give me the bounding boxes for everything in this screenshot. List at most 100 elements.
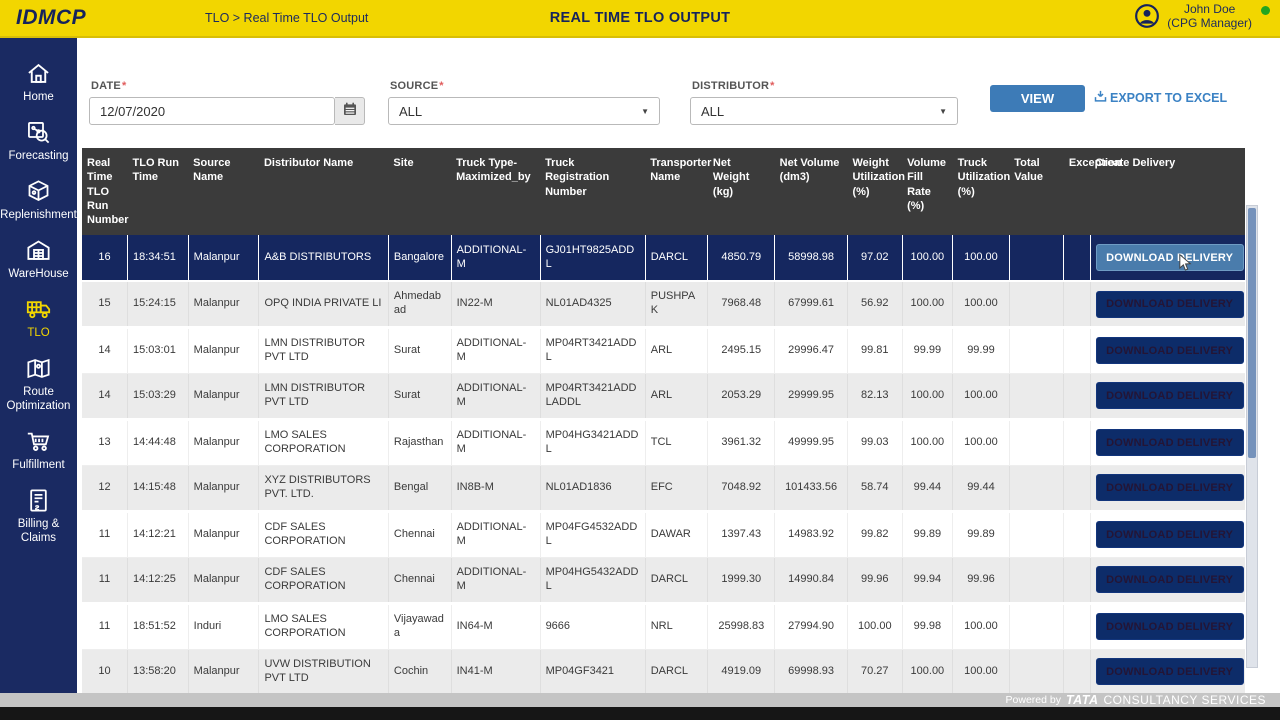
cell-exception xyxy=(1063,649,1091,697)
cell-site: Chennai xyxy=(388,511,452,558)
online-status-dot xyxy=(1261,6,1270,15)
cell-volume-fill-rate: 100.00 xyxy=(902,235,954,283)
sidebar-item-home[interactable]: Home xyxy=(0,60,77,104)
sidebar-item-label: WareHouse xyxy=(8,268,69,280)
cell-truck-type: ADDITIONAL-M xyxy=(451,373,541,421)
cell-exception xyxy=(1063,557,1091,605)
view-button[interactable]: VIEW xyxy=(990,85,1085,112)
sidebar-item-route-optimization[interactable]: Route Optimization xyxy=(0,355,77,413)
cell-distributor-name: LMO SALES CORPORATION xyxy=(258,603,389,650)
cell-site: Bengal xyxy=(388,465,452,513)
top-header-bar: IDMCP TLO > Real Time TLO Output REAL TI… xyxy=(0,0,1280,38)
cell-truck-registration: GJ01HT9825ADDL xyxy=(540,235,646,283)
cell-transporter-name: PUSHPAK xyxy=(645,281,709,329)
column-header: Distributor Name xyxy=(258,148,389,236)
cell-transporter-name: DARCL xyxy=(645,235,709,283)
distributor-dropdown[interactable]: ALL ▼ xyxy=(690,97,958,125)
tcs-brand-text: CONSULTANCY SERVICES xyxy=(1103,693,1266,707)
cell-truck-type: IN41-M xyxy=(451,649,541,697)
cell-run-time: 14:15:48 xyxy=(127,465,189,513)
cell-truck-utilization: 99.96 xyxy=(952,557,1010,605)
sidebar-item-tlo[interactable]: TLO xyxy=(0,296,77,340)
cell-run-time: 14:44:48 xyxy=(127,419,189,466)
cell-net-weight: 4850.79 xyxy=(707,235,776,283)
download-delivery-button[interactable]: DOWNLOAD DELIVERY xyxy=(1095,290,1244,318)
table-row[interactable]: 15 15:24:15 Malanpur OPQ INDIA PRIVATE LI Ah… xyxy=(82,281,1245,329)
cell-net-volume: 14990.84 xyxy=(774,557,848,605)
cell-exception xyxy=(1063,419,1091,466)
source-dropdown[interactable]: ALL ▼ xyxy=(388,97,660,125)
distributor-value: ALL xyxy=(701,103,725,119)
table-row[interactable]: 11 18:51:52 Induri LMO SALES CORPORATION Vij… xyxy=(82,603,1245,650)
cell-truck-registration: MP04HG3421ADDL xyxy=(540,419,646,466)
cell-net-volume: 58998.98 xyxy=(774,235,848,283)
download-delivery-button[interactable]: DOWNLOAD DELIVERY xyxy=(1095,613,1244,641)
cell-create-delivery: DOWNLOAD DELIVERY xyxy=(1090,327,1245,374)
cell-net-volume: 27994.90 xyxy=(774,603,848,650)
footer-bar: Powered by TATA CONSULTANCY SERVICES xyxy=(0,693,1280,707)
date-input[interactable]: 12/07/2020 xyxy=(89,97,335,125)
forecasting-icon xyxy=(25,119,52,146)
download-delivery-button[interactable]: DOWNLOAD DELIVERY xyxy=(1095,658,1244,686)
cell-truck-utilization: 100.00 xyxy=(952,281,1010,329)
cell-total-value xyxy=(1009,327,1065,374)
cell-distributor-name: LMN DISTRIBUTOR PVT LTD xyxy=(258,327,389,374)
cell-source-name: Malanpur xyxy=(188,419,260,466)
download-delivery-button[interactable]: DOWNLOAD DELIVERY xyxy=(1095,244,1244,272)
user-menu[interactable]: John Doe (CPG Manager) xyxy=(1134,2,1252,30)
table-row[interactable]: 13 14:44:48 Malanpur LMO SALES CORPORATION R… xyxy=(82,419,1245,466)
table-row[interactable]: 11 14:12:25 Malanpur CDF SALES CORPORATION C… xyxy=(82,557,1245,605)
page-title: REAL TIME TLO OUTPUT xyxy=(549,10,731,26)
cell-truck-type: ADDITIONAL-M xyxy=(451,235,541,283)
cell-total-value xyxy=(1009,373,1065,421)
sidebar-item-label: Route Optimization xyxy=(6,386,71,412)
download-delivery-button[interactable]: DOWNLOAD DELIVERY xyxy=(1095,382,1244,410)
column-header: Truck Utilization (%) xyxy=(952,148,1010,236)
table-row[interactable]: 14 15:03:01 Malanpur LMN DISTRIBUTOR PVT LT… xyxy=(82,327,1245,374)
table-row[interactable]: 11 14:12:21 Malanpur CDF SALES CORPORATION C… xyxy=(82,511,1245,558)
table-row[interactable]: 14 15:03:29 Malanpur LMN DISTRIBUTOR PVT LT… xyxy=(82,373,1245,421)
cell-volume-fill-rate: 99.44 xyxy=(902,465,954,513)
calendar-button[interactable] xyxy=(335,97,365,125)
cell-distributor-name: A&B DISTRIBUTORS xyxy=(258,235,389,283)
column-header: Truck Type-Maximized_by xyxy=(451,148,541,236)
table-row[interactable]: 16 18:34:51 Malanpur A&B DISTRIBUTORS Bangal… xyxy=(82,235,1245,283)
table-row[interactable]: 10 13:58:20 Malanpur UVW DISTRIBUTION PVT L… xyxy=(82,649,1245,697)
download-delivery-button[interactable]: DOWNLOAD DELIVERY xyxy=(1095,337,1244,365)
cell-weight-utilization: 58.74 xyxy=(847,465,903,513)
cell-exception xyxy=(1063,603,1091,650)
cell-run-time: 15:03:01 xyxy=(127,327,189,374)
sidebar-item-forecasting[interactable]: Forecasting xyxy=(0,119,77,163)
table-row[interactable]: 12 14:15:48 Malanpur XYZ DISTRIBUTORS PVT. … xyxy=(82,465,1245,513)
required-asterisk: * xyxy=(770,80,775,92)
cell-weight-utilization: 97.02 xyxy=(847,235,903,283)
cell-weight-utilization: 56.92 xyxy=(847,281,903,329)
cell-run-number: 13 xyxy=(82,419,128,466)
cell-distributor-name: LMN DISTRIBUTOR PVT LTD xyxy=(258,373,389,421)
cell-net-weight: 2495.15 xyxy=(707,327,776,374)
sidebar-item-warehouse[interactable]: WareHouse xyxy=(0,237,77,281)
source-label: SOURCE* xyxy=(390,80,444,92)
cell-volume-fill-rate: 99.94 xyxy=(902,557,954,605)
cell-site: Surat xyxy=(388,327,452,374)
sidebar-item-replenishment[interactable]: Replenishment xyxy=(0,178,77,222)
cell-transporter-name: DAWAR xyxy=(645,511,709,558)
column-header: Real Time TLO Run Number xyxy=(82,148,129,236)
download-delivery-button[interactable]: DOWNLOAD DELIVERY xyxy=(1095,429,1244,457)
scrollbar-thumb[interactable] xyxy=(1248,208,1256,458)
vertical-scrollbar[interactable] xyxy=(1246,205,1258,668)
cell-volume-fill-rate: 99.98 xyxy=(902,603,954,650)
cell-run-time: 18:34:51 xyxy=(127,235,189,283)
sidebar-item-billing-claims[interactable]: Billing & Claims xyxy=(0,487,77,545)
cell-run-number: 15 xyxy=(82,281,128,329)
cell-net-volume: 101433.56 xyxy=(774,465,848,513)
download-delivery-button[interactable]: DOWNLOAD DELIVERY xyxy=(1095,521,1244,549)
sidebar-item-fulfillment[interactable]: Fulfillment xyxy=(0,428,77,472)
cell-source-name: Malanpur xyxy=(188,281,260,329)
cell-volume-fill-rate: 100.00 xyxy=(902,419,954,466)
download-delivery-button[interactable]: DOWNLOAD DELIVERY xyxy=(1095,474,1244,502)
sidebar-item-label: Fulfillment xyxy=(12,459,65,471)
export-to-excel-link[interactable]: EXPORT TO EXCEL xyxy=(1093,89,1227,107)
cell-transporter-name: EFC xyxy=(645,465,709,513)
download-delivery-button[interactable]: DOWNLOAD DELIVERY xyxy=(1095,566,1244,594)
